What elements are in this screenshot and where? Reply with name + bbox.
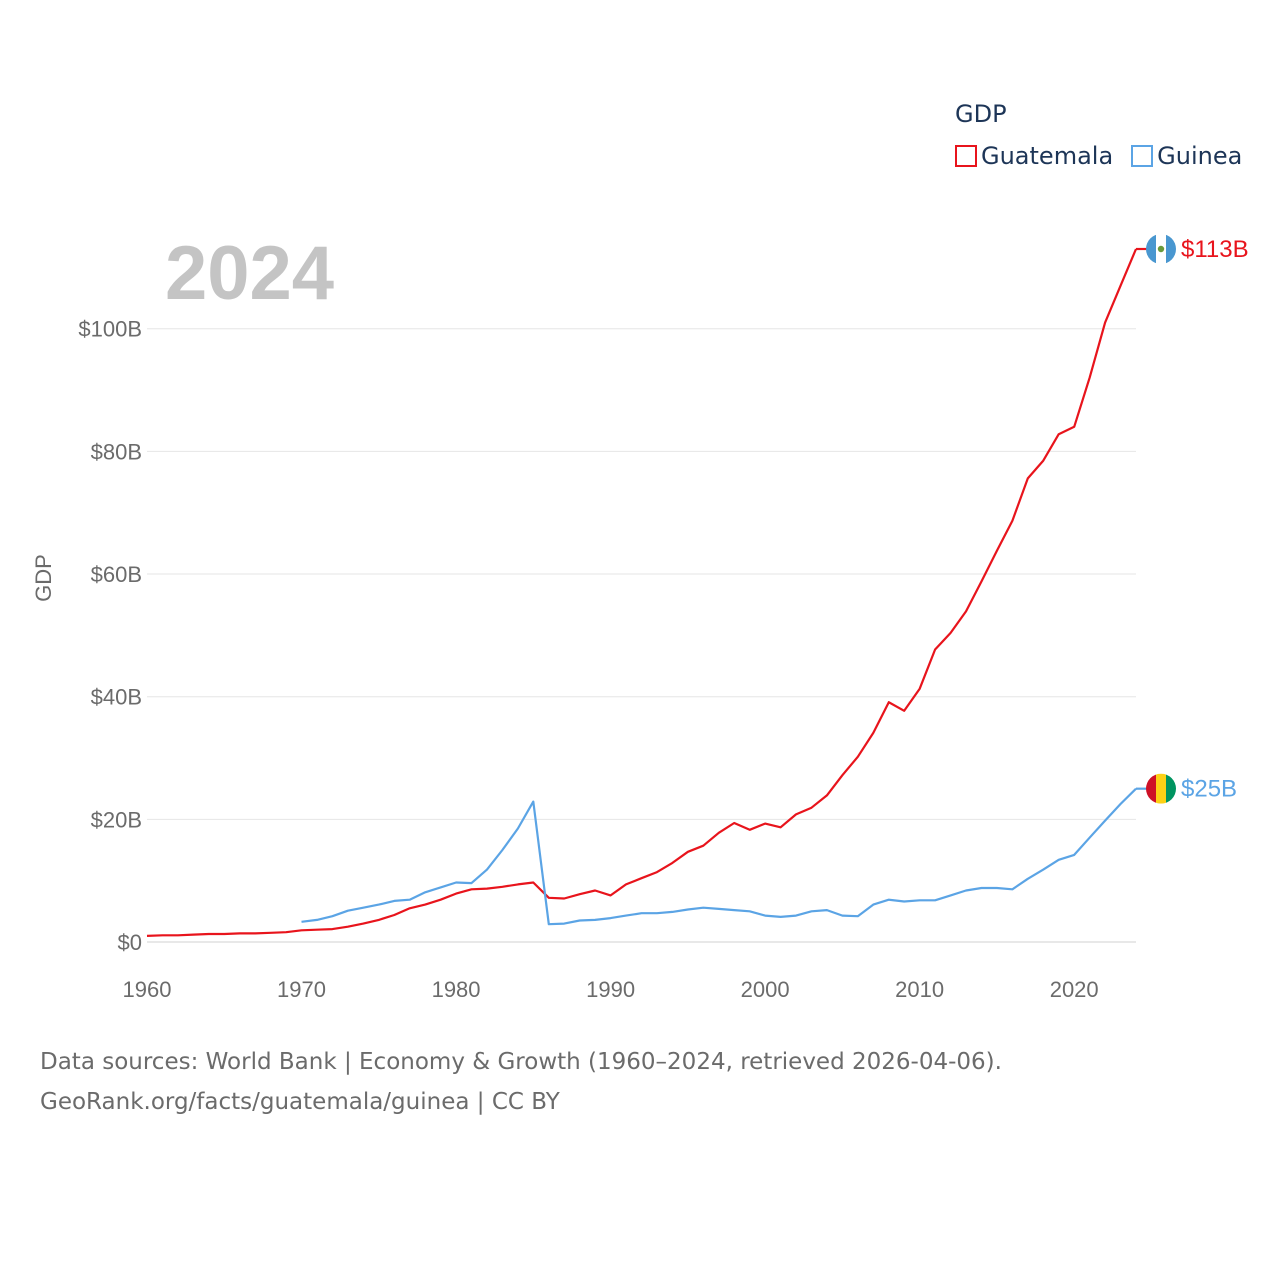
legend-item-guatemala[interactable]: Guatemala [955, 142, 1113, 170]
series-end-markers: $113B $25B [1136, 234, 1249, 804]
y-axis-label: GDP [31, 554, 56, 602]
legend-label-guinea: Guinea [1157, 142, 1243, 170]
series-line-guatemala [146, 248, 1138, 937]
year-watermark: 2024 [165, 231, 334, 316]
legend-title: GDP [955, 100, 1007, 128]
legend-swatch-guatemala [955, 145, 977, 167]
x-tick-label: 1990 [586, 977, 635, 1002]
y-tick-label: $100B [78, 317, 142, 342]
y-axis-ticks: $0 $20B $40B $60B $80B $100B [78, 317, 142, 955]
x-tick-label: 2020 [1050, 977, 1099, 1002]
y-tick-label: $0 [118, 930, 142, 955]
legend: Guatemala Guinea [955, 142, 1242, 170]
y-tick-label: $80B [91, 439, 142, 464]
x-tick-label: 2000 [741, 977, 790, 1002]
end-value-label-guatemala: $113B [1181, 236, 1249, 263]
x-tick-label: 1970 [277, 977, 326, 1002]
x-axis-ticks: 1960 1970 1980 1990 2000 2010 2020 [123, 977, 1099, 1002]
guatemala-flag-icon [1146, 234, 1176, 264]
series-line-guinea [301, 787, 1137, 926]
footer-sources: Data sources: World Bank | Economy & Gro… [40, 1042, 1002, 1122]
x-tick-label: 1960 [123, 977, 172, 1002]
y-tick-label: $20B [91, 807, 142, 832]
y-tick-label: $60B [91, 562, 142, 587]
footer-line-1: Data sources: World Bank | Economy & Gro… [40, 1049, 1002, 1075]
x-tick-label: 2010 [895, 977, 944, 1002]
guinea-flag-icon [1146, 773, 1176, 804]
gridlines [147, 328, 1136, 943]
series-lines [146, 248, 1138, 937]
x-tick-label: 1980 [432, 977, 481, 1002]
legend-swatch-guinea [1131, 145, 1154, 167]
end-value-label-guinea: $25B [1181, 776, 1237, 803]
legend-item-guinea[interactable]: Guinea [1131, 142, 1242, 170]
y-tick-label: $40B [91, 685, 142, 710]
legend-label-guatemala: Guatemala [981, 142, 1114, 170]
footer-line-2[interactable]: GeoRank.org/facts/guatemala/guinea | CC … [40, 1089, 560, 1115]
